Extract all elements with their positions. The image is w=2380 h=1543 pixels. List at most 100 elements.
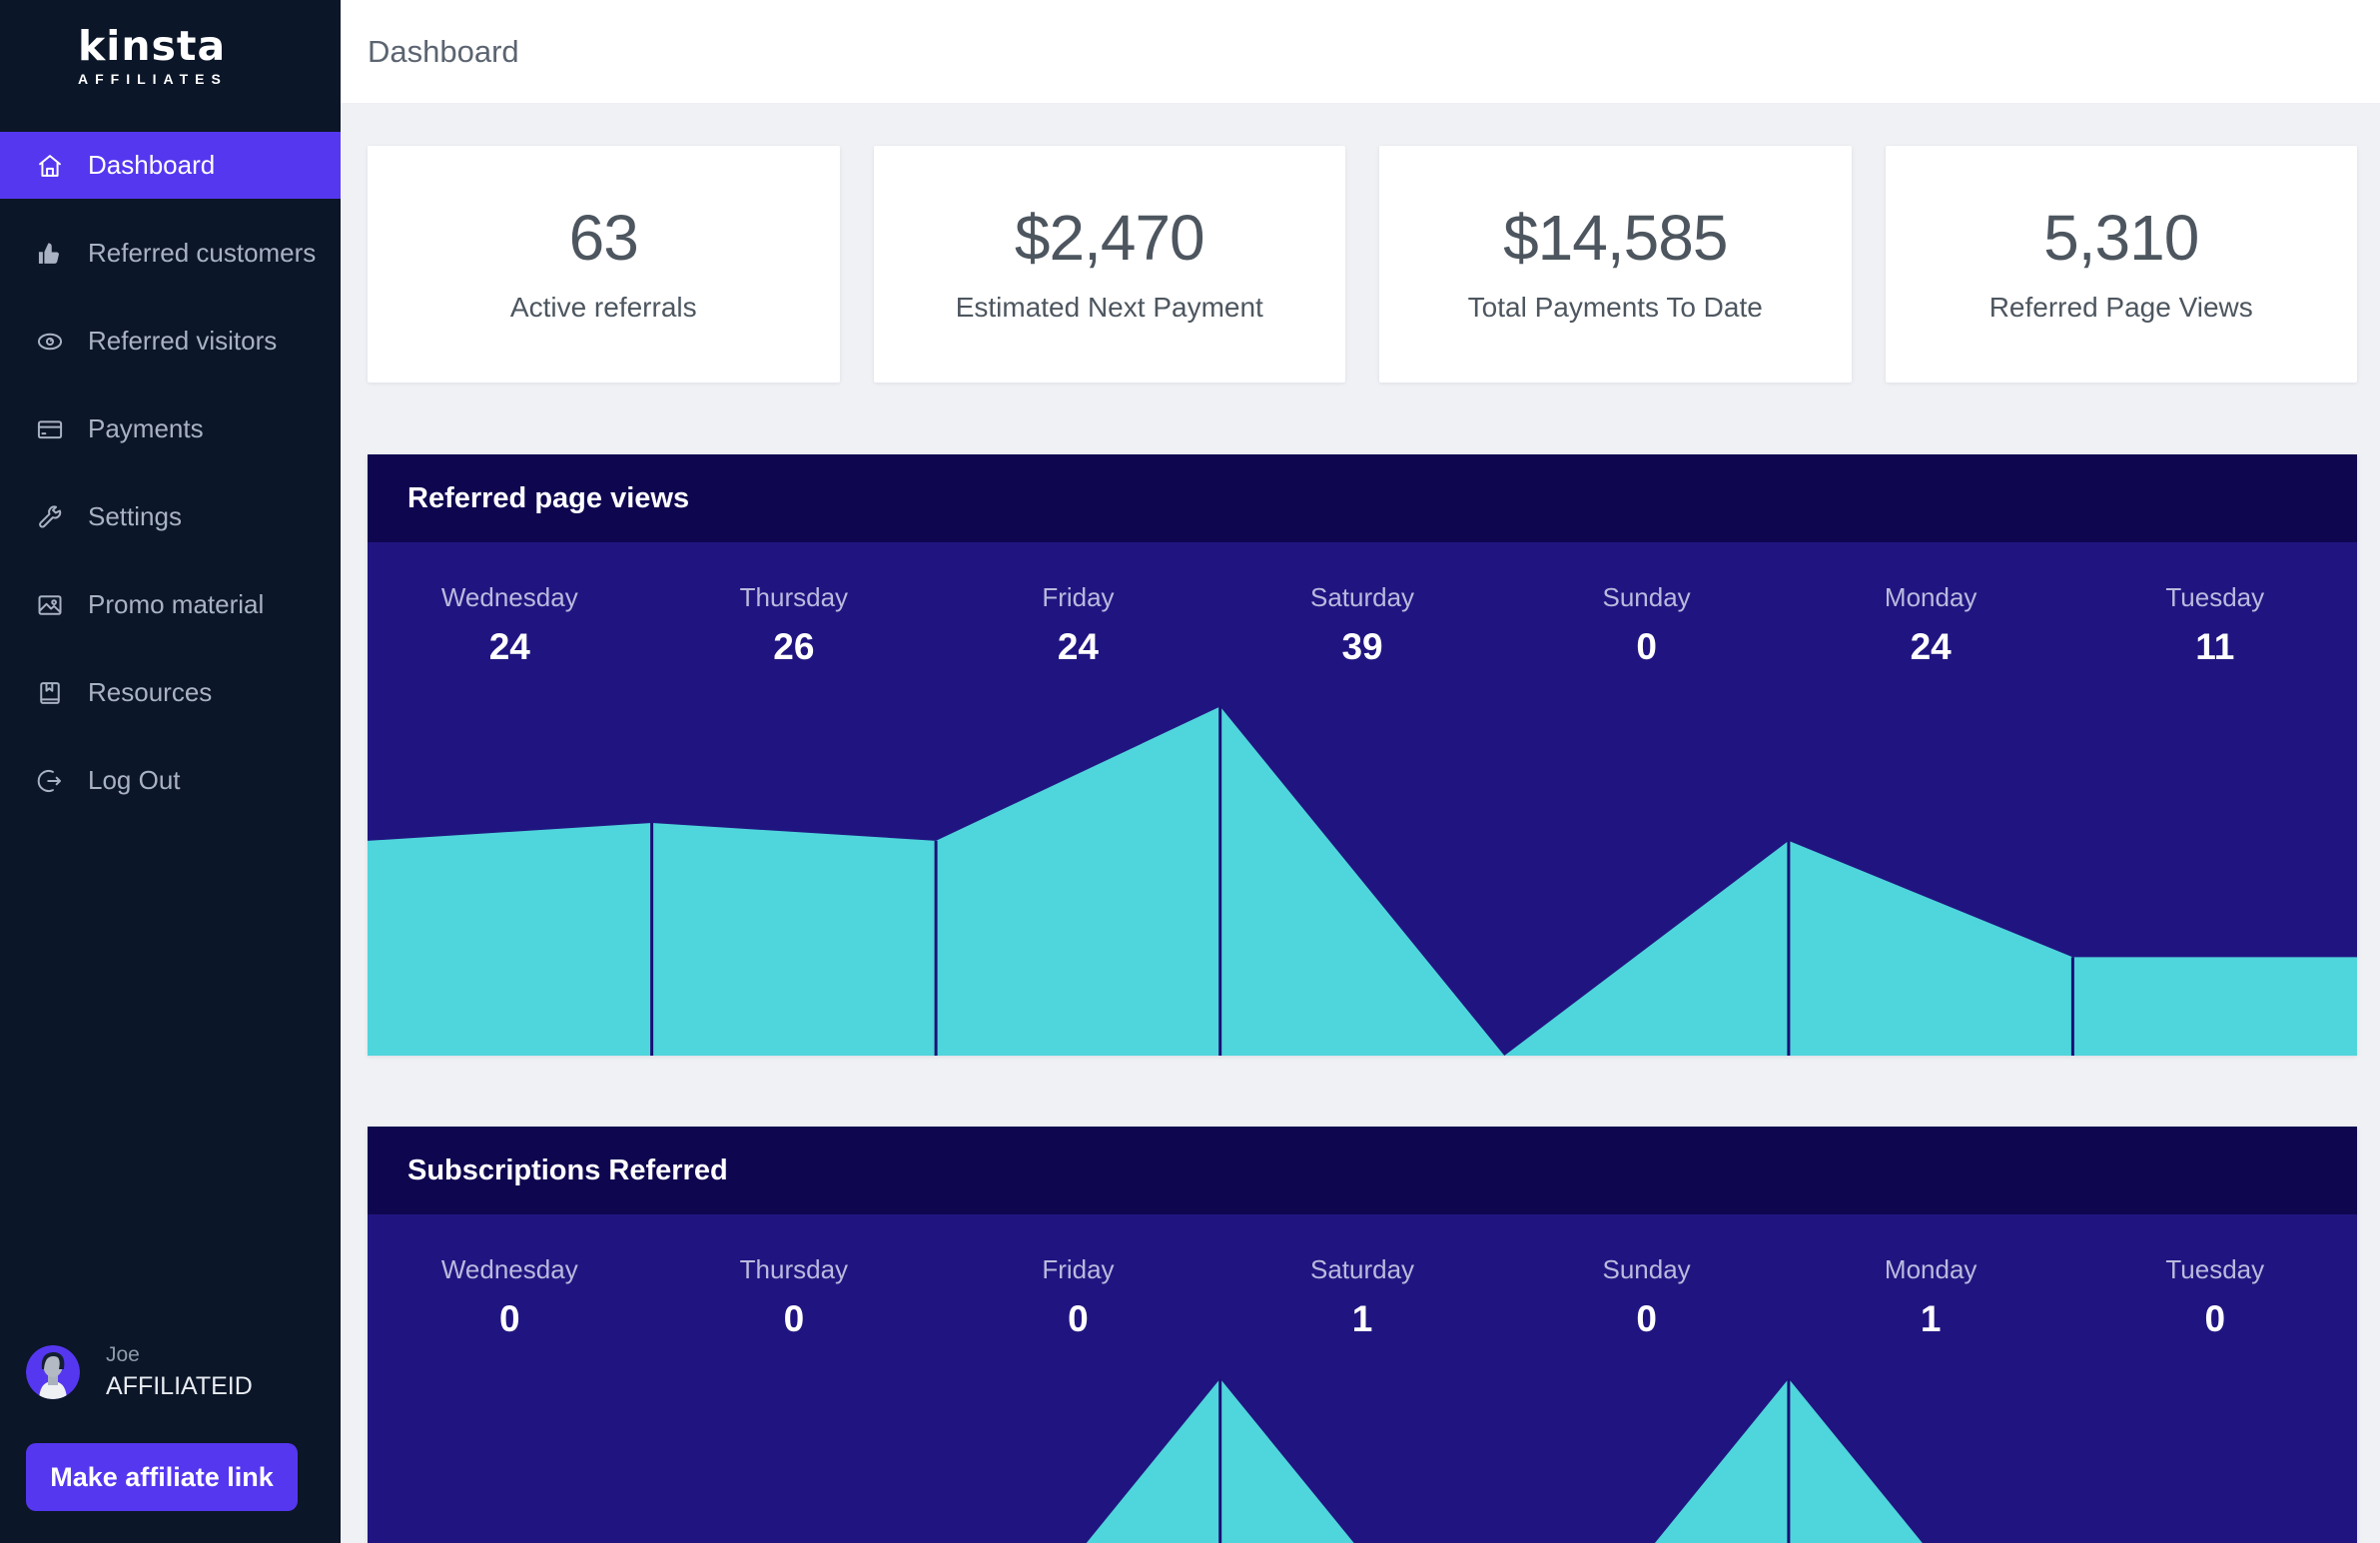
make-affiliate-link-button[interactable]: Make affiliate link [26, 1443, 298, 1511]
sidebar-item-referred-visitors[interactable]: Referred visitors [0, 308, 341, 375]
area-chart-referred-page-views: Wednesday 24 Thursday 26 Friday 24 Saturday 39 S… [368, 542, 2357, 1056]
day-label: Friday [1042, 1254, 1115, 1284]
day-cell-sunday: Sunday 0 [1504, 542, 1789, 668]
chart-card-subscriptions-referred: Subscriptions Referred Wednesday 0 Thursda… [368, 1127, 2357, 1543]
sidebar-nav: Dashboard Referred customers Referred visi… [0, 132, 341, 835]
day-value: 0 [499, 1298, 520, 1339]
stats-row: 63 Active referrals $2,470 Estimated Next P… [368, 146, 2357, 383]
day-header-row: Wednesday 24 Thursday 26 Friday 24 Saturday 39 S… [368, 542, 2357, 668]
sidebar-item-label: Payments [88, 413, 204, 443]
sidebar: Kinsta AFFILIATES Dashboard Referred cust… [0, 0, 341, 1543]
area-chart-subscriptions-referred: Wednesday 0 Thursday 0 Friday 0 Saturday 1 Sunda… [368, 1214, 2357, 1543]
sidebar-item-label: Dashboard [88, 150, 216, 180]
sidebar-item-label: Resources [88, 677, 213, 707]
chart-header: Subscriptions Referred [368, 1127, 2357, 1214]
avatar [26, 1345, 80, 1399]
user-meta: Joe AFFILIATEID [106, 1343, 253, 1401]
stat-value: $14,585 [1503, 201, 1728, 274]
stat-card-active-referrals: 63 Active referrals [368, 146, 840, 383]
day-cell-friday: Friday 0 [936, 1214, 1220, 1340]
day-label: Tuesday [2165, 582, 2265, 612]
sidebar-item-label: Referred visitors [88, 326, 278, 356]
user-profile: Joe AFFILIATEID [26, 1343, 341, 1401]
home-icon [36, 152, 64, 180]
day-cell-thursday: Thursday 0 [652, 1214, 937, 1340]
day-label: Sunday [1602, 582, 1691, 612]
day-header-row: Wednesday 0 Thursday 0 Friday 0 Saturday 1 Sunda… [368, 1214, 2357, 1340]
thumbs-up-icon [36, 240, 64, 268]
stat-label: Referred Page Views [1988, 291, 2253, 323]
sidebar-item-label: Referred customers [88, 238, 317, 268]
main-area: Dashboard 63 Active referrals $2,470 Estima… [341, 0, 2380, 1543]
day-value: 0 [1636, 626, 1657, 667]
day-label: Thursday [739, 582, 849, 612]
day-cell-monday: Monday 1 [1789, 1214, 2073, 1340]
day-label: Saturday [1309, 1254, 1415, 1284]
day-value: 0 [2204, 1298, 2226, 1339]
user-name: Joe [106, 1343, 140, 1366]
day-value: 24 [1057, 626, 1100, 667]
day-cell-monday: Monday 24 [1789, 542, 2073, 668]
kinsta-wordmark: Kinsta [78, 22, 227, 70]
chart-header: Referred page views [368, 454, 2357, 542]
day-cell-sunday: Sunday 0 [1504, 1214, 1789, 1340]
day-cell-thursday: Thursday 26 [652, 542, 937, 668]
day-label: Monday [1884, 582, 1978, 612]
sidebar-item-settings[interactable]: Settings [0, 483, 341, 550]
eye-icon [36, 328, 64, 356]
day-label: Monday [1884, 1254, 1978, 1284]
day-label: Sunday [1602, 1254, 1691, 1284]
image-icon [36, 591, 64, 619]
sidebar-item-dashboard[interactable]: Dashboard [0, 132, 341, 199]
day-cell-tuesday: Tuesday 11 [2072, 542, 2357, 668]
day-value: 24 [1910, 626, 1952, 667]
topbar: Dashboard [341, 0, 2380, 103]
chart-card-referred-page-views: Referred page views Wednesday 24 Thursday 2… [368, 454, 2357, 1056]
day-value: 26 [773, 626, 815, 667]
sidebar-item-payments[interactable]: Payments [0, 395, 341, 462]
stat-card-total-payments-to-date: $14,585 Total Payments To Date [1379, 146, 1852, 383]
day-value: 1 [1920, 1298, 1942, 1339]
day-cell-saturday: Saturday 39 [1220, 542, 1505, 668]
page-title: Dashboard [368, 33, 519, 69]
day-value: 39 [1341, 626, 1383, 667]
day-cell-saturday: Saturday 1 [1220, 1214, 1505, 1340]
day-label: Saturday [1309, 582, 1415, 612]
day-label: Thursday [739, 1254, 849, 1284]
sidebar-bottom: Joe AFFILIATEID Make affiliate link [0, 1343, 341, 1543]
sidebar-item-promo-material[interactable]: Promo material [0, 571, 341, 638]
day-label: Wednesday [440, 1254, 578, 1284]
day-value: 0 [1068, 1298, 1089, 1339]
sidebar-item-label: Settings [88, 501, 182, 531]
area-series [1086, 1378, 1923, 1543]
day-cell-tuesday: Tuesday 0 [2072, 1214, 2357, 1340]
chart-title: Subscriptions Referred [407, 1154, 728, 1186]
sidebar-item-referred-customers[interactable]: Referred customers [0, 220, 341, 287]
day-value: 0 [1636, 1298, 1657, 1339]
day-cell-wednesday: Wednesday 0 [368, 1214, 652, 1340]
logout-icon [36, 767, 64, 795]
day-label: Wednesday [440, 582, 578, 612]
stat-label: Estimated Next Payment [955, 291, 1263, 323]
day-value: 11 [2195, 626, 2235, 667]
stat-label: Total Payments To Date [1467, 291, 1763, 323]
day-value: 0 [783, 1298, 805, 1339]
sidebar-item-log-out[interactable]: Log Out [0, 747, 341, 814]
sidebar-item-resources[interactable]: Resources [0, 659, 341, 726]
day-label: Friday [1042, 582, 1115, 612]
kinsta-logo: Kinsta AFFILIATES [0, 0, 341, 87]
stat-value: 63 [568, 201, 639, 274]
day-value: 1 [1351, 1298, 1373, 1339]
day-cell-wednesday: Wednesday 24 [368, 542, 652, 668]
area-series [368, 706, 2357, 1056]
day-cell-friday: Friday 24 [936, 542, 1220, 668]
stat-card-estimated-next-payment: $2,470 Estimated Next Payment [873, 146, 1345, 383]
day-value: 24 [488, 626, 530, 667]
sidebar-item-label: Promo material [88, 589, 265, 619]
book-icon [36, 679, 64, 707]
stat-label: Active referrals [509, 291, 697, 323]
day-label: Tuesday [2165, 1254, 2265, 1284]
stat-value: 5,310 [2043, 201, 2199, 274]
stat-card-referred-page-views: 5,310 Referred Page Views [1885, 146, 2357, 383]
